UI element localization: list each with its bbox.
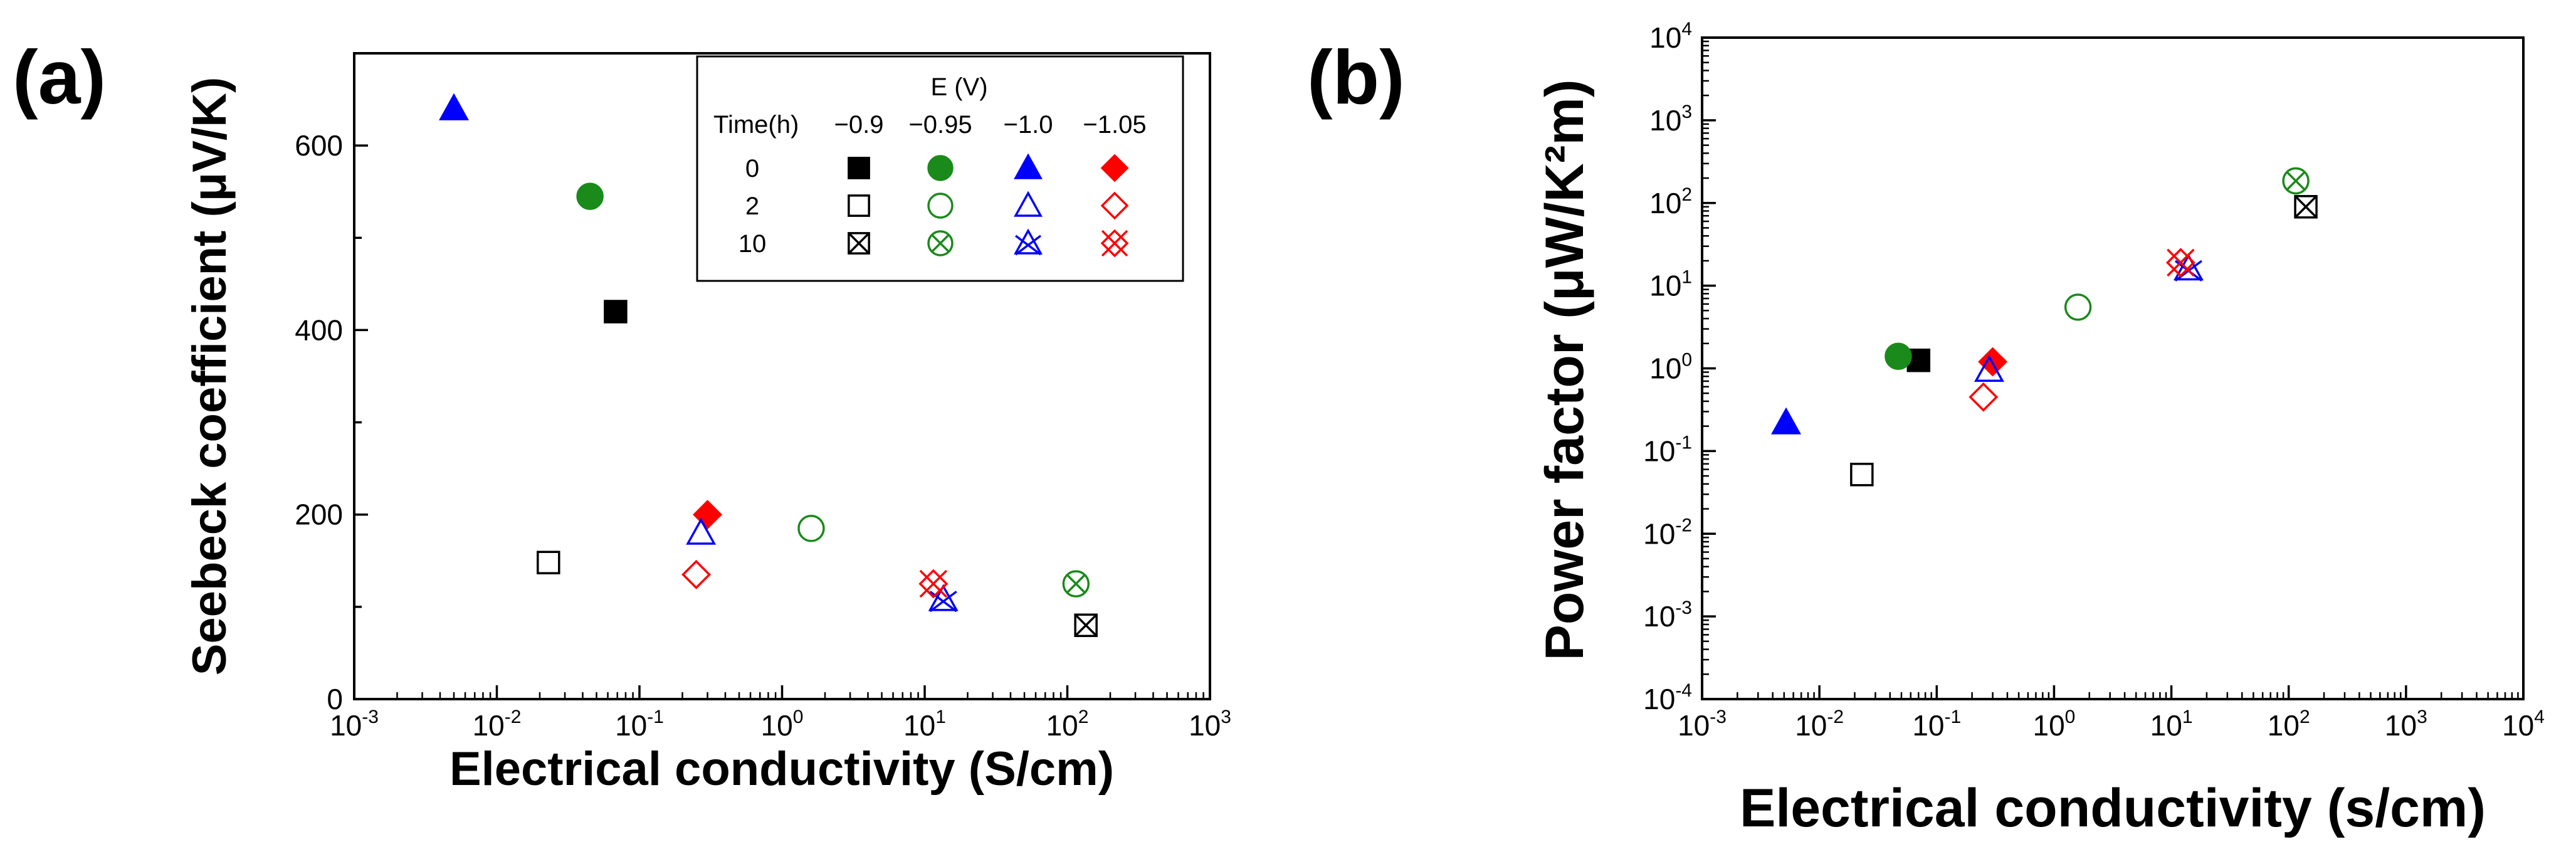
- data-point-b: [2294, 195, 2318, 219]
- data-point-b: [2064, 293, 2092, 321]
- legend-time-10: 10: [739, 230, 767, 258]
- legend-markers: [848, 153, 1129, 258]
- legend-time-header: Time(h): [713, 111, 799, 139]
- x-tick-label-b: 100: [2032, 707, 2075, 742]
- data-point-b: [1974, 354, 2004, 382]
- legend-time-0: 0: [745, 155, 759, 182]
- data-points-a: [439, 93, 1098, 638]
- legend-voltage-3: −1.0: [1004, 111, 1053, 139]
- legend-marker: [848, 232, 870, 255]
- legend-marker: [1100, 229, 1129, 258]
- x-tick-label-b: 102: [2268, 707, 2310, 742]
- y-axis-title-a: Seebeck coefficient (μV/K): [183, 77, 236, 676]
- x-tick-label-b: 103: [2385, 707, 2427, 742]
- legend-title: E (V): [930, 73, 987, 101]
- x-tick-label-a: 100: [761, 707, 804, 742]
- data-point-a: [918, 569, 949, 599]
- data-points-b: [1771, 167, 2318, 487]
- legend-marker: [1014, 228, 1043, 256]
- x-tick-label-b: 10-3: [1678, 707, 1727, 742]
- legend-voltage-2: −0.95: [908, 111, 972, 139]
- y-tick-label-b: 10-4: [1643, 680, 1692, 715]
- data-point-a: [797, 515, 825, 542]
- legend-marker: [848, 194, 870, 217]
- data-point-a: [439, 93, 469, 120]
- data-point-b: [1850, 463, 1874, 487]
- x-tick-label-b: 101: [2150, 707, 2193, 742]
- legend-voltage-4: −1.05: [1083, 111, 1146, 139]
- y-axis-b: 10-4 10-3 10-2 10-1 100 101 102 103 104: [1643, 19, 1716, 715]
- legend-marker: [848, 157, 870, 179]
- legend: E (V) Time(h) −0.9 −0.95 −1.0 −1.05 0 2 …: [696, 55, 1184, 282]
- data-point-b: [2282, 167, 2310, 195]
- data-point-b: [1885, 342, 1912, 370]
- data-point-a: [686, 517, 717, 545]
- x-tick-label-a: 10-1: [615, 707, 664, 742]
- x-axis-b: 10-3 10-2 10-1 100 101 102 103 104: [1678, 685, 2545, 742]
- data-point-b: [1771, 407, 1801, 435]
- data-point-a: [576, 182, 604, 210]
- y-axis-title-b: Power factor (μW/K²m): [1535, 80, 1595, 661]
- legend-marker: [927, 192, 954, 219]
- x-axis-title-b: Electrical conductivity (s/cm): [1740, 778, 2486, 838]
- y-tick-label-b: 10-2: [1643, 515, 1692, 550]
- x-tick-label-b: 10-1: [1912, 707, 1961, 742]
- y-axis-a: 0 200 400 600: [295, 52, 368, 715]
- x-tick-label-b: 104: [2502, 707, 2545, 742]
- data-point-a: [537, 551, 560, 574]
- panel-b: (b) 10-3 10-2 10-1 100 101 102 103 104 10-410-3…: [1307, 19, 2545, 838]
- y-tick-label-b: 101: [1649, 267, 1692, 302]
- y-tick-label-a: 600: [295, 129, 343, 162]
- data-point-a: [681, 559, 712, 589]
- y-tick-label-b: 10-1: [1643, 432, 1692, 467]
- data-point-a: [1074, 613, 1098, 638]
- data-point-a: [1062, 570, 1090, 598]
- legend-marker: [1014, 153, 1043, 179]
- legend-marker: [927, 155, 954, 181]
- y-tick-label-b: 10-3: [1643, 598, 1692, 633]
- x-tick-label-a: 102: [1046, 707, 1089, 742]
- y-tick-label-b: 102: [1649, 184, 1692, 219]
- y-tick-label-b: 103: [1649, 102, 1692, 137]
- x-tick-label-b: 10-2: [1795, 707, 1844, 742]
- panel-label-a: (a): [13, 34, 106, 120]
- y-tick-label-a: 200: [295, 498, 343, 531]
- legend-marker: [927, 230, 954, 256]
- y-tick-label-a: 400: [295, 313, 343, 346]
- x-axis-title-a: Electrical conductivity (S/cm): [449, 742, 1114, 796]
- legend-marker: [1014, 191, 1043, 217]
- legend-time-2: 2: [745, 192, 759, 220]
- legend-marker: [1100, 154, 1129, 182]
- plot-frame-b: [1701, 36, 2525, 700]
- data-point-a: [604, 300, 628, 324]
- x-tick-label-a: 103: [1189, 707, 1231, 742]
- y-tick-label-b: 100: [1649, 350, 1692, 385]
- x-tick-label-a: 10-2: [473, 707, 522, 742]
- x-tick-label-a: 101: [903, 707, 946, 742]
- legend-marker: [1100, 191, 1129, 220]
- legend-voltage-1: −0.9: [834, 111, 884, 139]
- y-tick-label-b: 104: [1649, 19, 1692, 54]
- x-tick-label-a: 10-3: [330, 707, 379, 742]
- data-point-b: [1969, 382, 1999, 412]
- panel-a: (a) 10-3 10-2 10-1 100 101 102 103 0200400600 …: [13, 34, 1231, 796]
- panel-label-b: (b): [1307, 34, 1405, 120]
- x-axis-a: 10-3 10-2 10-1 100 101 102 103: [330, 685, 1231, 742]
- data-point-a: [928, 584, 959, 613]
- data-point-b: [2165, 248, 2195, 278]
- y-tick-label-a: 0: [327, 683, 343, 715]
